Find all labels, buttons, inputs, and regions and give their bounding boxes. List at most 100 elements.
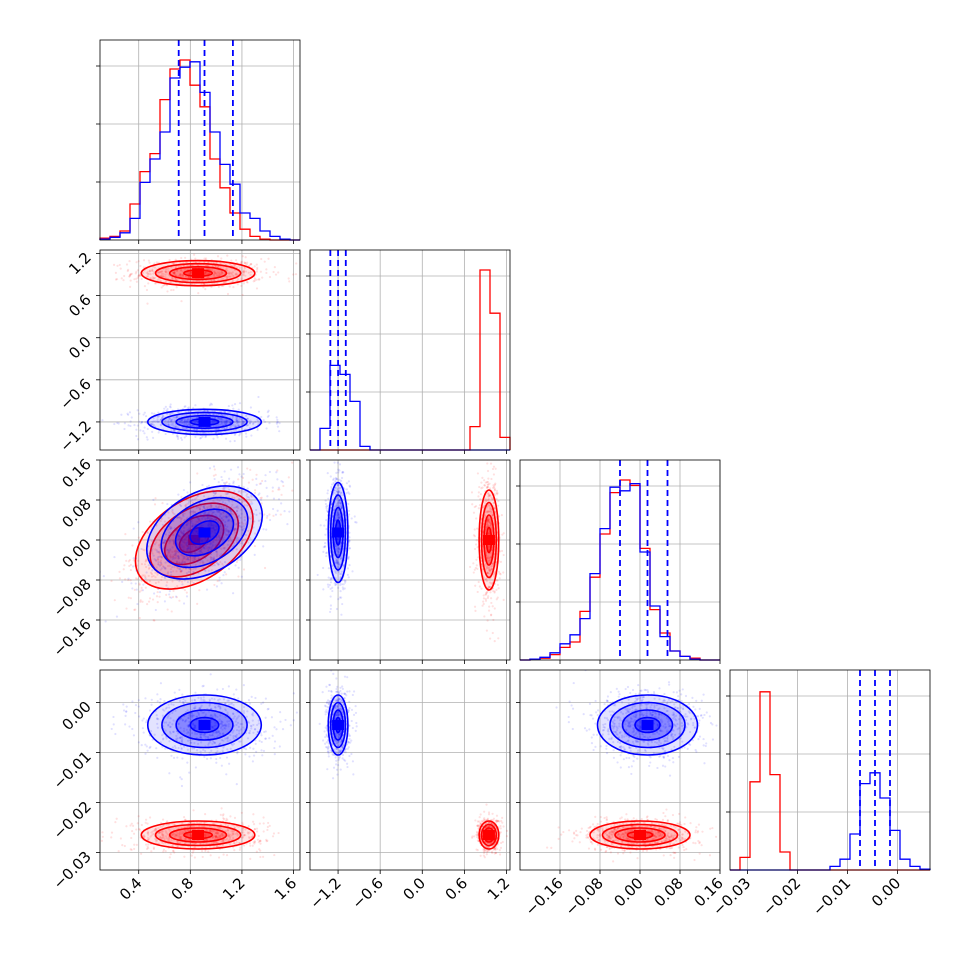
blue-scatter-point — [196, 530, 199, 533]
blue-scatter-point — [348, 531, 351, 534]
red-scatter-point — [487, 477, 490, 480]
blue-scatter-point — [206, 517, 209, 520]
blue-scatter-point — [331, 515, 334, 518]
blue-scatter-point — [213, 564, 216, 567]
blue-scatter-point — [164, 533, 167, 536]
red-scatter-point — [172, 542, 176, 545]
red-scatter-point — [154, 548, 157, 551]
blue-scatter-point — [215, 585, 219, 588]
blue-scatter-point — [336, 487, 339, 491]
blue-scatter-point — [241, 422, 244, 425]
blue-scatter-point — [170, 526, 173, 530]
red-scatter-point — [175, 834, 178, 837]
blue-scatter-point — [258, 512, 262, 515]
blue-scatter-point — [194, 537, 197, 541]
red-scatter-point — [489, 507, 492, 511]
blue-scatter-point — [116, 421, 119, 425]
blue-scatter-point — [335, 559, 338, 562]
red-scatter-point — [180, 274, 184, 277]
red-scatter-point — [181, 532, 184, 535]
red-scatter-point — [197, 518, 201, 521]
blue-scatter-point — [235, 416, 238, 419]
red-scatter-point — [483, 484, 486, 487]
red-scatter-point — [216, 832, 219, 835]
blue-scatter-point — [152, 498, 155, 501]
blue-scatter-point — [335, 502, 338, 505]
red-scatter-point — [260, 257, 263, 261]
blue-scatter-point — [222, 507, 225, 510]
red-scatter-point — [147, 600, 151, 603]
blue-scatter-point — [206, 517, 210, 520]
red-scatter-point — [481, 604, 484, 607]
blue-contour — [329, 494, 347, 571]
blue-scatter-point — [337, 468, 340, 471]
red-scatter-point — [204, 537, 207, 540]
blue-scatter-point — [162, 565, 165, 568]
red-scatter-point — [129, 279, 132, 282]
blue-scatter-point — [332, 552, 335, 555]
blue-scatter-point — [209, 542, 212, 545]
red-scatter-point — [475, 539, 478, 542]
blue-scatter-point — [218, 576, 221, 579]
red-scatter-point — [214, 264, 217, 268]
blue-scatter-point — [241, 422, 244, 425]
red-scatter-point — [472, 511, 476, 514]
red-scatter-point — [218, 271, 221, 274]
blue-scatter-point — [214, 518, 217, 521]
red-scatter-point — [244, 833, 247, 837]
blue-scatter-point — [157, 415, 160, 418]
blue-scatter-point — [213, 516, 216, 519]
red-scatter-point — [169, 553, 172, 556]
blue-scatter-point — [220, 420, 223, 423]
red-scatter-point — [230, 271, 233, 274]
blue-scatter-point — [354, 521, 357, 524]
blue-scatter-point — [169, 571, 173, 574]
red-scatter-point — [210, 535, 213, 538]
blue-scatter-point — [229, 426, 232, 429]
red-scatter-point — [137, 275, 140, 278]
red-scatter-point — [110, 579, 113, 583]
red-scatter-point — [212, 524, 215, 527]
red-scatter-point — [215, 832, 218, 835]
red-scatter-point — [491, 467, 495, 471]
blue-scatter-point — [178, 534, 181, 538]
red-scatter-point — [490, 582, 493, 585]
red-scatter-point — [180, 256, 183, 260]
red-scatter-point — [177, 535, 180, 538]
blue-scatter-point — [338, 548, 341, 552]
red-scatter-point — [160, 575, 164, 579]
red-scatter-point — [249, 857, 252, 860]
red-scatter-point — [474, 609, 477, 612]
blue-scatter-point — [180, 531, 183, 535]
blue-scatter-point — [204, 517, 207, 520]
red-scatter-point — [207, 505, 210, 508]
blue-scatter-point — [219, 413, 222, 416]
red-scatter-point — [493, 488, 497, 491]
blue-scatter-point — [222, 574, 225, 577]
red-scatter-point — [273, 853, 276, 857]
red-scatter-point — [179, 569, 182, 572]
red-scatter-point — [205, 833, 208, 836]
red-scatter-point — [159, 568, 162, 572]
red-scatter-point — [179, 831, 182, 834]
blue-scatter-point — [178, 580, 181, 583]
red-scatter-point — [226, 819, 229, 822]
red-scatter-point — [486, 523, 489, 526]
red-scatter-point — [182, 546, 186, 549]
red-scatter-point — [211, 836, 214, 839]
blue-contour — [146, 408, 263, 436]
red-scatter-point — [259, 497, 262, 500]
red-scatter-point — [212, 527, 215, 530]
red-scatter-point — [152, 277, 155, 280]
blue-scatter-point — [187, 570, 190, 573]
blue-scatter-point — [337, 471, 340, 474]
blue-scatter-point — [199, 514, 203, 517]
blue-scatter-point — [212, 425, 215, 428]
red-scatter-point — [140, 852, 143, 855]
red-scatter-point — [477, 507, 480, 510]
red-scatter-point — [487, 532, 490, 535]
blue-scatter-point — [180, 543, 183, 547]
blue-scatter-point — [182, 557, 185, 560]
blue-scatter-point — [235, 412, 239, 415]
red-scatter-point — [147, 282, 150, 285]
